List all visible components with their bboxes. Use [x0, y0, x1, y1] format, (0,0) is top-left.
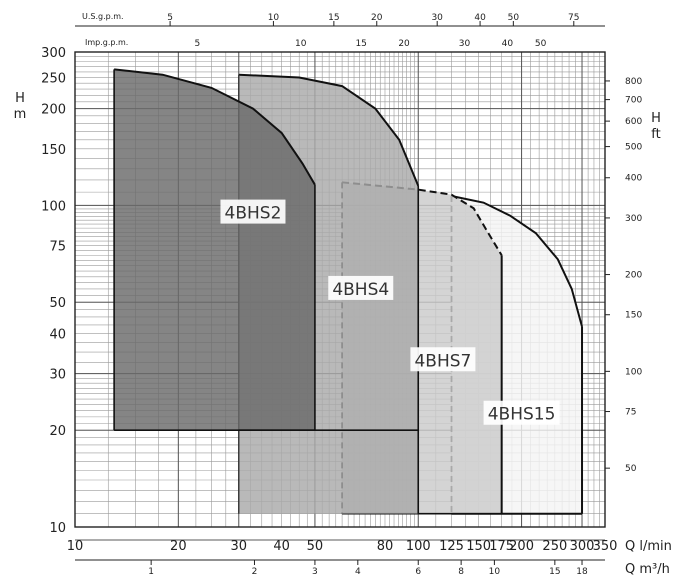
series-label-bg — [410, 347, 476, 372]
x-tick-label-lmin: 175 — [489, 539, 514, 554]
y-tick-label-ft: 150 — [625, 311, 642, 321]
x-tick-label-impgpm: 5 — [195, 39, 201, 49]
y-tick-label-ft: 75 — [625, 408, 636, 418]
x-tick-label-usgpm: 30 — [431, 13, 443, 23]
curve-4bhs15 — [451, 195, 583, 327]
x-tick-label-lmin: 40 — [273, 539, 290, 554]
region-4bhs2 — [114, 69, 315, 431]
x-tick-label-m3h: 8 — [458, 567, 464, 577]
x-tick-label-impgpm: 15 — [355, 39, 366, 49]
x-tick-label-m3h: 1 — [148, 567, 154, 577]
y-tick-label-m: 40 — [49, 327, 66, 342]
x-axis-label-usgpm: U.S.g.p.m. — [82, 12, 124, 21]
x-tick-label-m3h: 15 — [549, 567, 560, 577]
series-label: 4BHS2 — [225, 204, 282, 224]
region-4bhs4-ext — [238, 430, 419, 514]
pump-regions: 4BHS2 4BHS4 4BHS7 4BHS15 — [113, 68, 584, 515]
x-tick-label-lmin: 150 — [466, 539, 491, 554]
x-tick-label-impgpm: 40 — [502, 39, 514, 49]
x-axis-label-lmin: Q l/min — [625, 539, 672, 554]
y-tick-label-m: 250 — [41, 71, 66, 86]
y-tick-label-ft: 400 — [625, 174, 642, 184]
y-tick-label-ft: 600 — [625, 117, 642, 127]
x-tick-label-lmin: 10 — [67, 539, 84, 554]
y-axis-ft-label-h: H — [651, 111, 661, 126]
y-tick-label-ft: 700 — [625, 96, 642, 106]
x-tick-label-lmin: 100 — [406, 539, 431, 554]
y-tick-label-ft: 300 — [625, 214, 642, 224]
y-tick-label-ft: 800 — [625, 77, 642, 87]
x-axis-label-impgpm: Imp.g.p.m. — [85, 38, 128, 47]
x-tick-label-usgpm: 50 — [508, 13, 520, 23]
y-tick-label-ft: 500 — [625, 143, 642, 153]
curve-4bhs7 — [342, 181, 503, 256]
x-tick-label-impgpm: 30 — [459, 39, 471, 49]
x-tick-label-impgpm: 10 — [295, 39, 307, 49]
series-label: 4BHS7 — [414, 351, 471, 371]
y-tick-label-m: 10 — [49, 521, 66, 536]
x-tick-label-lmin: 250 — [542, 539, 567, 554]
x-tick-label-lmin: 50 — [307, 539, 324, 554]
x-tick-label-m3h: 6 — [415, 567, 421, 577]
x-tick-label-lmin: 80 — [377, 539, 394, 554]
y-axis-label-m: m — [14, 107, 27, 122]
y-tick-label-m: 20 — [49, 424, 66, 439]
x-tick-label-usgpm: 15 — [328, 13, 339, 23]
series-label-bg — [328, 275, 394, 300]
x-tick-label-m3h: 4 — [355, 567, 361, 577]
y-tick-label-m: 150 — [41, 143, 66, 158]
x-tick-label-m3h: 18 — [576, 567, 588, 577]
series-label-bg — [220, 199, 286, 224]
x-axis-label-m3h: Q m³/h — [625, 562, 670, 577]
x-tick-label-lmin: 300 — [570, 539, 595, 554]
x-tick-label-impgpm: 50 — [535, 39, 547, 49]
x-tick-label-m3h: 3 — [312, 567, 318, 577]
curve-4bhs2 — [114, 68, 316, 186]
y-tick-label-ft: 50 — [625, 464, 637, 474]
x-tick-label-usgpm: 40 — [474, 13, 486, 23]
plot-frame — [74, 25, 606, 561]
x-tick-label-lmin: 20 — [170, 539, 187, 554]
series-label-bg — [483, 400, 560, 425]
y-axis-ft-label-ft: ft — [651, 127, 660, 142]
x-tick-label-lmin: 200 — [509, 539, 534, 554]
plot-border — [74, 51, 606, 528]
x-tick-label-m3h: 2 — [252, 567, 258, 577]
x-tick-label-usgpm: 5 — [167, 13, 173, 23]
y-tick-label-ft: 200 — [625, 271, 642, 281]
series-label: 4BHS4 — [332, 280, 389, 300]
x-tick-label-m3h: 10 — [489, 567, 501, 577]
series-label: 4BHS15 — [488, 405, 556, 425]
y-tick-label-m: 75 — [49, 240, 66, 255]
x-tick-label-lmin: 30 — [230, 539, 247, 554]
x-tick-label-usgpm: 75 — [568, 13, 579, 23]
y-tick-label-m: 30 — [49, 368, 66, 383]
y-tick-label-m: 100 — [41, 199, 66, 214]
x-tick-label-lmin: 350 — [593, 539, 618, 554]
y-axis-label-h: H — [15, 91, 25, 106]
y-tick-label-m: 200 — [41, 103, 66, 118]
y-tick-label-m: 50 — [49, 296, 66, 311]
y-tick-label-m: 300 — [41, 46, 66, 61]
x-tick-label-usgpm: 20 — [371, 13, 383, 23]
curve-4bhs4 — [238, 73, 420, 187]
x-tick-label-lmin: 125 — [439, 539, 464, 554]
x-tick-label-impgpm: 20 — [398, 39, 410, 49]
y-tick-label-ft: 100 — [625, 367, 642, 377]
x-tick-label-usgpm: 10 — [268, 13, 280, 23]
